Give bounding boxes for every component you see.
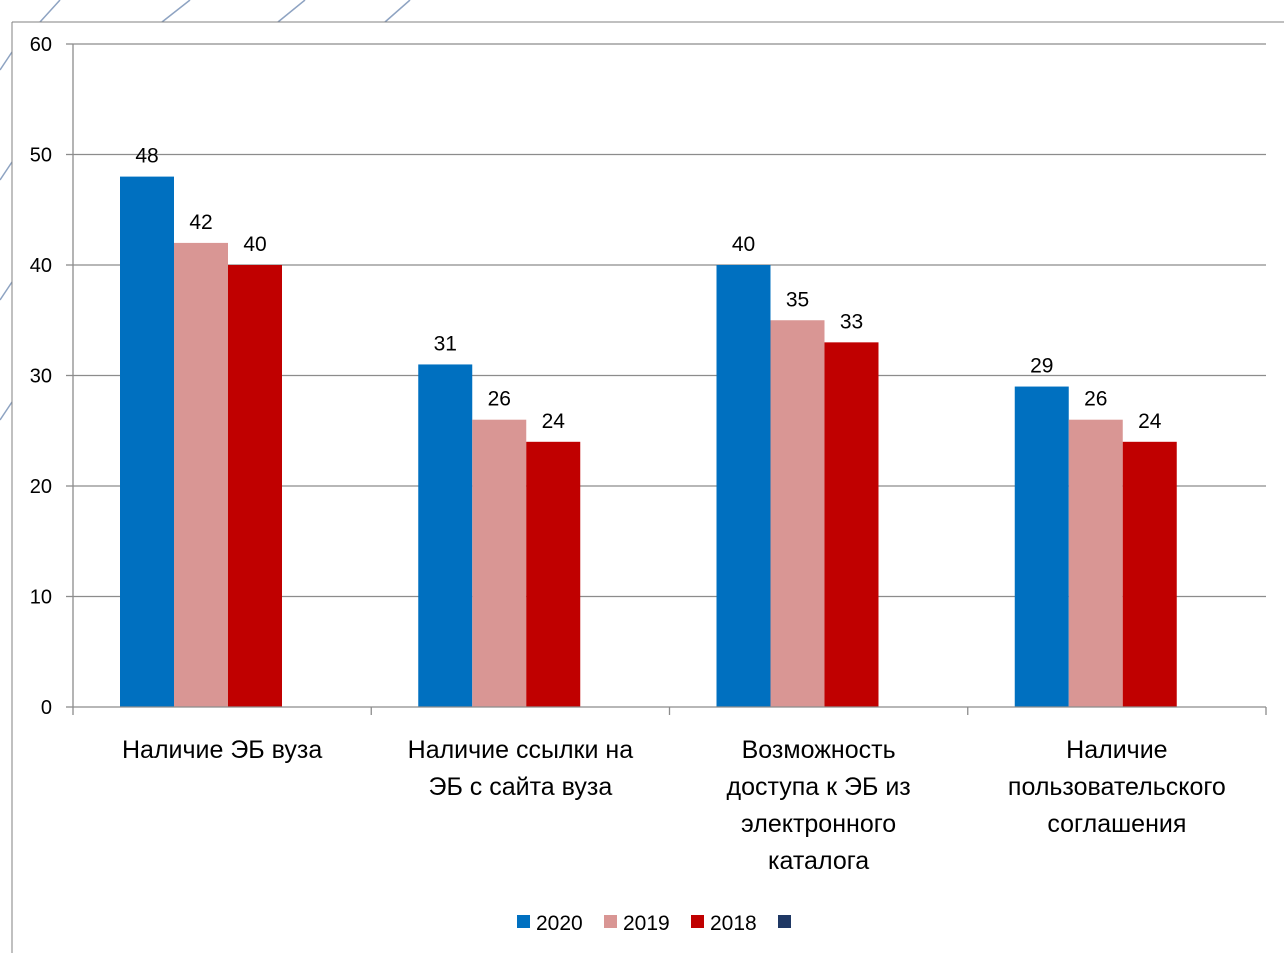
decor-slash xyxy=(39,0,61,23)
bar-2020-2 xyxy=(716,265,771,707)
decor-slash xyxy=(0,401,13,421)
legend-label-2019: 2019 xyxy=(623,912,670,935)
bar-2018-1 xyxy=(526,441,581,707)
y-tick-label: 50 xyxy=(30,145,52,167)
data-labels: 48 42 40 31 26 24 40 35 33 29 26 24 xyxy=(135,145,1161,433)
data-label-2020-1: 31 xyxy=(434,332,457,355)
x-category-labels: Наличие ЭБ вуза Наличие ссылки на ЭБ с сай… xyxy=(122,736,1226,875)
bar-2020-0 xyxy=(120,176,174,708)
x-category-label-line: ЭБ с сайта вуза xyxy=(428,773,612,801)
y-tick-label: 30 xyxy=(30,366,52,388)
data-label-2018-0: 40 xyxy=(243,233,266,256)
x-category-label-line: Наличие ЭБ вуза xyxy=(122,736,322,764)
x-category-label: Наличие ЭБ вуза xyxy=(122,736,322,764)
legend-label-2018: 2018 xyxy=(710,912,757,935)
data-label-2019-3: 26 xyxy=(1084,388,1107,411)
legend: 2020 2019 2018 xyxy=(517,912,791,935)
decor-slash xyxy=(161,0,191,23)
bar-2020-3 xyxy=(1014,386,1069,707)
y-tick-label: 10 xyxy=(30,587,52,609)
x-category-label-line: Возможность xyxy=(742,736,896,764)
bar-2018-3 xyxy=(1122,441,1177,707)
decor-slash xyxy=(0,281,13,301)
x-category-label: Наличие ссылки на ЭБ с сайта вуза xyxy=(408,736,634,801)
x-category-label-line: электронного xyxy=(741,810,896,838)
legend-swatch-blank xyxy=(778,915,791,928)
decor-slash xyxy=(277,0,306,23)
data-label-2019-0: 42 xyxy=(189,211,212,234)
legend-swatch-2018 xyxy=(691,915,704,928)
decor-slash xyxy=(0,161,13,181)
bar-2019-2 xyxy=(770,320,825,707)
y-tick-label: 60 xyxy=(30,34,52,56)
x-category-label: Наличие пользовательского соглашения xyxy=(1008,736,1226,838)
data-label-2019-2: 35 xyxy=(786,288,809,311)
x-category-label: Возможность доступа к ЭБ из электронного ка… xyxy=(727,736,911,875)
y-tick-label: 40 xyxy=(30,255,52,277)
y-gridlines: 0 10 20 30 40 50 60 xyxy=(30,34,1266,719)
bar-2018-2 xyxy=(824,342,879,707)
x-category-label-line: соглашения xyxy=(1047,810,1186,838)
legend-label-2020: 2020 xyxy=(536,912,583,935)
x-category-label-line: каталога xyxy=(768,847,869,875)
legend-swatch-2020 xyxy=(517,915,530,928)
x-category-label-line: Наличие xyxy=(1066,736,1167,764)
bars xyxy=(120,176,1177,708)
decor-slash xyxy=(0,51,13,71)
x-category-label-line: доступа к ЭБ из xyxy=(727,773,911,801)
decor-slash xyxy=(384,0,411,23)
data-label-2020-2: 40 xyxy=(732,233,755,256)
data-label-2018-3: 24 xyxy=(1138,410,1162,433)
bar-2019-1 xyxy=(472,419,527,707)
bar-2020-1 xyxy=(418,364,473,707)
y-tick-label: 0 xyxy=(41,697,52,719)
legend-swatch-2019 xyxy=(604,915,617,928)
data-label-2020-3: 29 xyxy=(1030,355,1053,378)
data-label-2018-1: 24 xyxy=(542,410,566,433)
y-tick-label: 20 xyxy=(30,476,52,498)
x-category-label-line: Наличие ссылки на xyxy=(408,736,634,764)
bar-2019-3 xyxy=(1068,419,1123,707)
data-label-2019-1: 26 xyxy=(488,388,511,411)
bar-2018-0 xyxy=(228,265,282,707)
bar-2019-0 xyxy=(174,242,228,707)
x-category-label-line: пользовательского xyxy=(1008,773,1226,801)
data-label-2020-0: 48 xyxy=(135,145,158,168)
data-label-2018-2: 33 xyxy=(840,310,863,333)
